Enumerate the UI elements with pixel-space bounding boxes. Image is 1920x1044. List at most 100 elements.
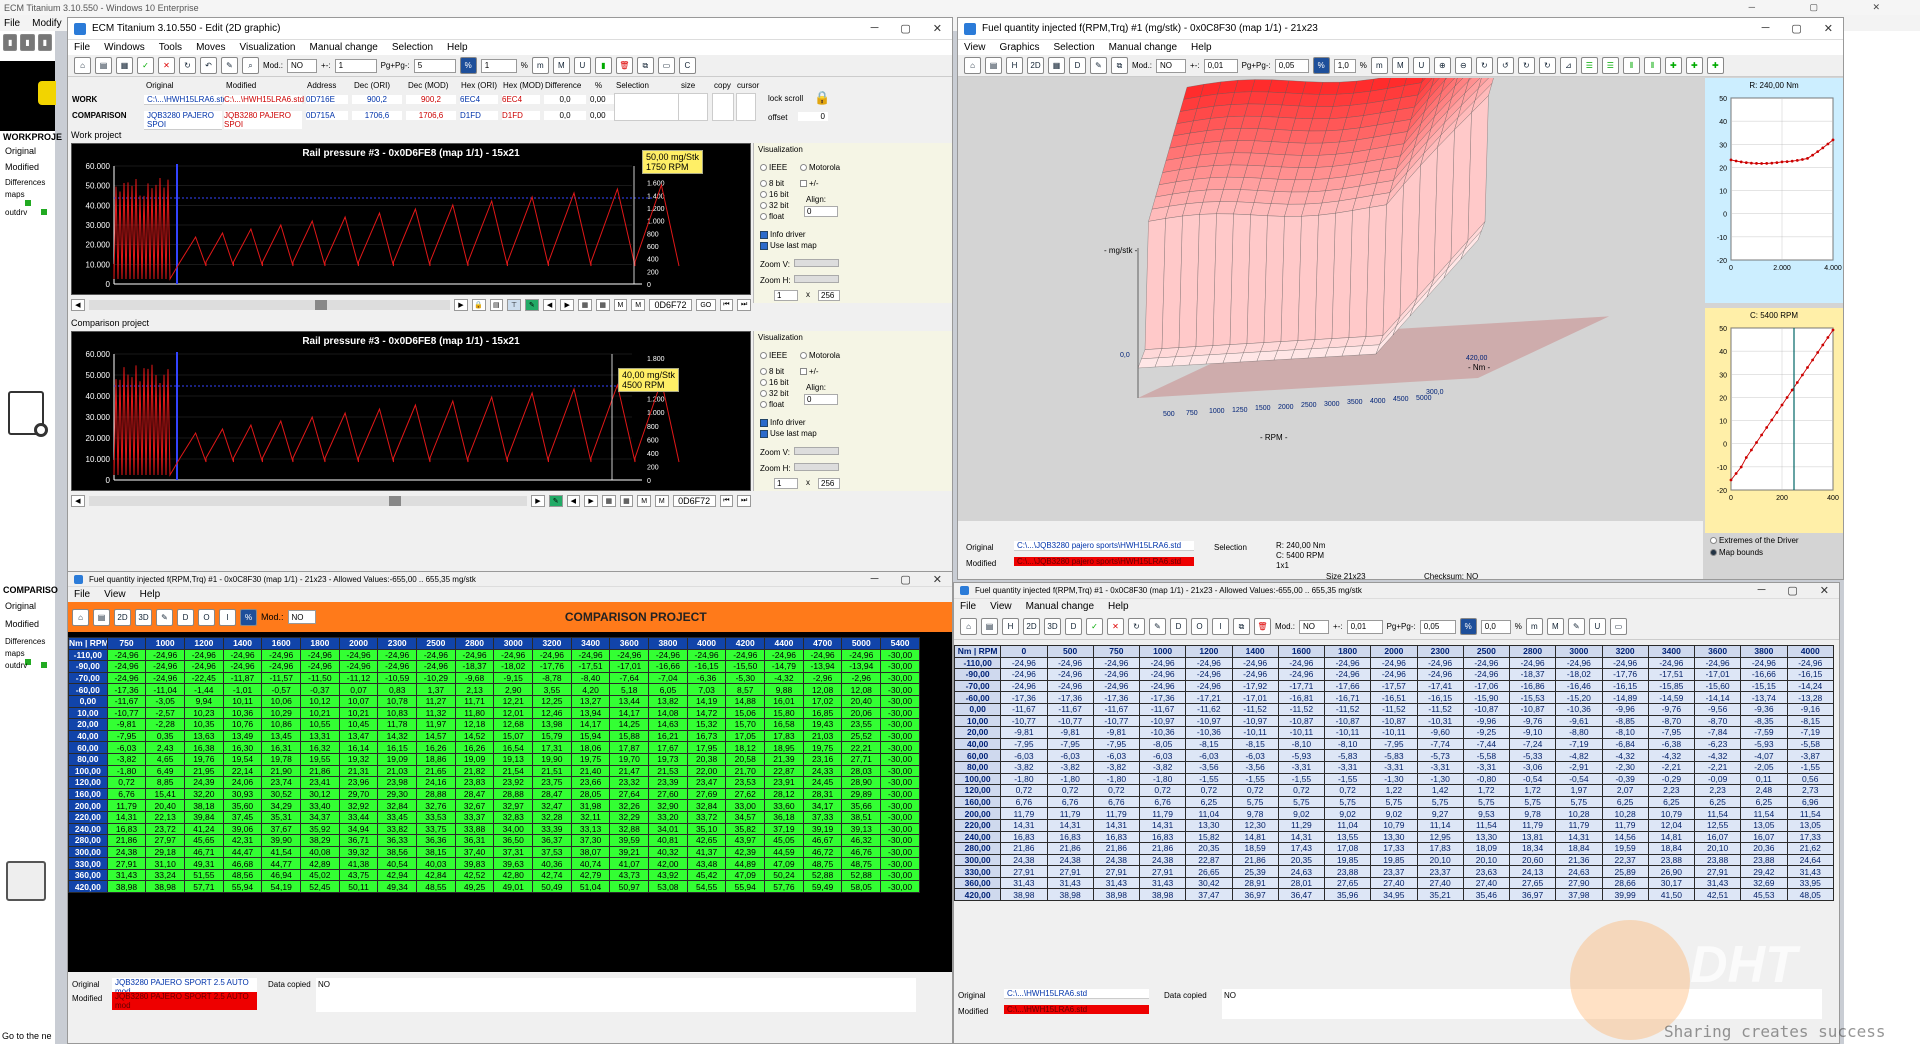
table-cell[interactable]: 33,24 bbox=[146, 869, 185, 881]
table-cell[interactable]: 42,00 bbox=[649, 858, 688, 870]
column-header[interactable]: 1800 bbox=[1325, 646, 1371, 658]
table-cell[interactable]: 6,25 bbox=[1695, 796, 1741, 808]
table-cell[interactable]: 13,47 bbox=[339, 730, 378, 742]
menu-help[interactable]: Help bbox=[1191, 42, 1212, 53]
comp-pct[interactable]: 0,00 bbox=[590, 111, 614, 120]
table-cell[interactable]: -4,32 bbox=[1602, 750, 1648, 762]
table-cell[interactable]: 0,72 bbox=[1093, 785, 1139, 797]
table-cell[interactable]: -2,96 bbox=[803, 672, 842, 684]
table-cell[interactable]: -7,59 bbox=[1741, 727, 1787, 739]
row-header[interactable]: 240,00 bbox=[955, 831, 1001, 843]
table-cell[interactable]: -6,36 bbox=[687, 672, 726, 684]
pen-icon[interactable]: ✎ bbox=[525, 299, 539, 311]
table-cell[interactable]: -9,76 bbox=[1648, 703, 1694, 715]
column-header[interactable]: 3400 bbox=[571, 638, 610, 650]
table-cell[interactable]: 12,46 bbox=[533, 707, 572, 719]
surface-plot[interactable]: - mg/stk - 0,0 - RPM - - Nm - 420,00 300… bbox=[958, 78, 1703, 521]
column-header[interactable]: 3800 bbox=[649, 638, 688, 650]
comp-hscroll[interactable] bbox=[89, 496, 527, 506]
table-cell[interactable]: 23,98 bbox=[378, 777, 417, 789]
table-cell[interactable]: 45,02 bbox=[301, 869, 340, 881]
table-cell[interactable]: -9,81 bbox=[1001, 727, 1047, 739]
table-cell[interactable]: 21,82 bbox=[455, 765, 494, 777]
table-cell[interactable]: 0,72 bbox=[1232, 785, 1278, 797]
table-cell[interactable]: 43,73 bbox=[610, 869, 649, 881]
table-cell[interactable]: 13,55 bbox=[1325, 831, 1371, 843]
table-cell[interactable]: -15,15 bbox=[1741, 680, 1787, 692]
table-cell[interactable]: -9,81 bbox=[107, 719, 146, 731]
zoom-a-field[interactable]: 1 bbox=[774, 478, 798, 489]
table-cell[interactable]: -24,96 bbox=[1371, 669, 1417, 681]
table-cell[interactable]: -24,96 bbox=[262, 649, 301, 661]
table-cell[interactable]: -10,97 bbox=[1232, 715, 1278, 727]
table-cell[interactable]: -5,93 bbox=[1278, 750, 1324, 762]
table-cell[interactable]: 40,08 bbox=[301, 846, 340, 858]
table-cell[interactable]: 23,88 bbox=[1695, 854, 1741, 866]
M-icon[interactable]: M bbox=[1392, 57, 1409, 74]
row-header[interactable]: 300,00 bbox=[955, 854, 1001, 866]
table-cell[interactable]: 19,85 bbox=[1325, 854, 1371, 866]
table-cell[interactable]: 40,32 bbox=[649, 846, 688, 858]
table-cell[interactable]: 21,86 bbox=[1047, 843, 1093, 855]
table-cell[interactable]: -24,96 bbox=[301, 661, 340, 673]
table-cell[interactable]: 17,95 bbox=[687, 742, 726, 754]
table-cell[interactable]: -15,53 bbox=[1510, 692, 1556, 704]
table-cell[interactable]: 14,31 bbox=[1278, 831, 1324, 843]
table-cell[interactable]: 2,23 bbox=[1695, 785, 1741, 797]
table-cell[interactable]: 9,53 bbox=[1463, 808, 1509, 820]
table-cell[interactable]: 15,88 bbox=[610, 730, 649, 742]
table-cell[interactable]: 34,00 bbox=[494, 823, 533, 835]
table-cell[interactable]: 44,89 bbox=[726, 858, 765, 870]
comp-address[interactable]: 0D715A bbox=[306, 111, 348, 120]
table-cell[interactable]: -11,12 bbox=[339, 672, 378, 684]
table-cell[interactable]: -7,84 bbox=[1695, 727, 1741, 739]
delete-icon[interactable]: 🗑 bbox=[616, 57, 633, 74]
table-cell[interactable]: -16,86 bbox=[1510, 680, 1556, 692]
table-cell[interactable]: -1,01 bbox=[223, 684, 262, 696]
table-cell[interactable]: 44,47 bbox=[223, 846, 262, 858]
table-cell[interactable]: 0,72 bbox=[1001, 785, 1047, 797]
table-cell[interactable]: -24,96 bbox=[455, 649, 494, 661]
u-icon[interactable]: U bbox=[1413, 57, 1430, 74]
table-cell[interactable]: -24,96 bbox=[1417, 657, 1463, 669]
table-cell[interactable]: -14,59 bbox=[1648, 692, 1694, 704]
table-cell[interactable]: 0,72 bbox=[1186, 785, 1232, 797]
table-cell[interactable]: -8,05 bbox=[1140, 738, 1186, 750]
table-cell[interactable]: 37,19 bbox=[765, 823, 804, 835]
table-cell[interactable]: -5,73 bbox=[1417, 750, 1463, 762]
table-cell[interactable]: -30,00 bbox=[881, 730, 920, 742]
table-cell[interactable]: -24,96 bbox=[610, 649, 649, 661]
table-cell[interactable]: 49,34 bbox=[378, 881, 417, 893]
table-cell[interactable]: -10,11 bbox=[1278, 727, 1324, 739]
table-cell[interactable]: 32,11 bbox=[571, 811, 610, 823]
table-cell[interactable]: 29,18 bbox=[146, 846, 185, 858]
table-cell[interactable]: 27,90 bbox=[1556, 877, 1602, 889]
table-cell[interactable]: 34,37 bbox=[301, 811, 340, 823]
table-cell[interactable]: 22,87 bbox=[765, 765, 804, 777]
table-cell[interactable]: -7,95 bbox=[1093, 738, 1139, 750]
table-cell[interactable]: -24,96 bbox=[339, 661, 378, 673]
table-cell[interactable]: 21,86 bbox=[1140, 843, 1186, 855]
table-cell[interactable]: 13,44 bbox=[610, 695, 649, 707]
table-cell[interactable]: 18,84 bbox=[1556, 843, 1602, 855]
row-header[interactable]: -90,00 bbox=[955, 669, 1001, 681]
table-cell[interactable]: 39,84 bbox=[185, 811, 224, 823]
table-cell[interactable]: 34,01 bbox=[649, 823, 688, 835]
table-cell[interactable]: -3,56 bbox=[1232, 761, 1278, 773]
table-cell[interactable]: -16,66 bbox=[649, 661, 688, 673]
comp-dec-mod[interactable]: 1706,6 bbox=[406, 111, 456, 120]
table-cell[interactable]: 10,45 bbox=[339, 719, 378, 731]
zoom-h-slider[interactable] bbox=[794, 463, 839, 471]
M-nav-icon[interactable]: M bbox=[631, 299, 645, 311]
menu-view[interactable]: View bbox=[990, 601, 1012, 612]
work-original[interactable]: C:\...\HWH15LRA6.std bbox=[144, 95, 222, 105]
table-cell[interactable]: 23,63 bbox=[1463, 866, 1509, 878]
table-cell[interactable]: 12,21 bbox=[494, 695, 533, 707]
table-cell[interactable]: 19,55 bbox=[301, 753, 340, 765]
table-cell[interactable]: -8,70 bbox=[1695, 715, 1741, 727]
table-cell[interactable]: 16,07 bbox=[1695, 831, 1741, 843]
table-cell[interactable]: 18,84 bbox=[1648, 843, 1694, 855]
table-cell[interactable]: 39,90 bbox=[262, 835, 301, 847]
table-cell[interactable]: 48,55 bbox=[417, 881, 456, 893]
table-cell[interactable]: 38,51 bbox=[842, 811, 881, 823]
